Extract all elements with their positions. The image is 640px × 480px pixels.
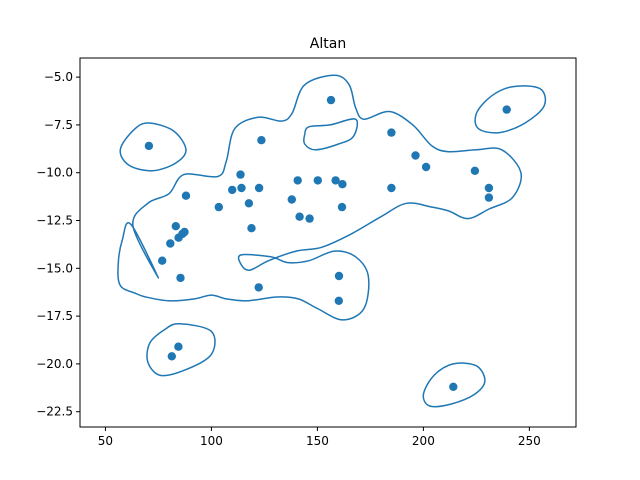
data-point-34: [421, 162, 431, 172]
y-tick-label-0: −5.0: [44, 70, 73, 84]
x-tick-label-4: 250: [518, 434, 541, 448]
data-point-13: [236, 170, 245, 179]
data-point-10: [167, 352, 176, 361]
density-contour-2: [302, 118, 359, 151]
data-point-7: [181, 191, 191, 200]
x-tick-label-0: 50: [98, 434, 113, 448]
data-point-36: [484, 183, 494, 193]
point-layer: [144, 95, 511, 391]
data-point-29: [338, 180, 347, 189]
chart-title: Altan: [310, 36, 346, 52]
y-tick-label-7: −22.5: [36, 405, 73, 419]
y-tick-label-4: −15.0: [36, 261, 73, 275]
data-point-32: [387, 183, 396, 193]
data-point-14: [237, 183, 246, 193]
data-point-33: [411, 151, 420, 160]
plot-frame: [79, 57, 577, 428]
data-point-8: [176, 273, 185, 283]
y-tick-label-2: −10.0: [36, 166, 73, 180]
data-point-23: [305, 214, 314, 223]
data-point-16: [247, 224, 256, 233]
data-point-15: [244, 199, 254, 208]
data-point-19: [254, 283, 263, 292]
density-contour-4: [474, 85, 547, 134]
data-point-11: [214, 202, 223, 212]
data-point-9: [174, 342, 183, 351]
density-contour-3: [146, 323, 216, 377]
y-tick-label-3: −12.5: [36, 214, 73, 228]
axes: 50 100 150 200 250 −5.0 −7.5 −10.0 −12.5 −15.0 −17…: [36, 57, 577, 448]
density-contour-1: [117, 74, 523, 321]
data-point-35: [470, 166, 480, 175]
data-point-31: [387, 128, 396, 137]
y-tick-label-1: −7.5: [44, 118, 73, 132]
data-point-22: [295, 212, 304, 221]
data-point-12: [228, 185, 237, 195]
data-point-30: [337, 202, 347, 212]
x-tick-label-3: 200: [412, 434, 435, 448]
data-point-20: [287, 195, 296, 204]
y-tick-label-5: −17.5: [36, 309, 73, 323]
data-point-3: [171, 222, 180, 231]
density-contour-5: [422, 362, 486, 408]
data-point-6: [180, 227, 189, 237]
data-point-25: [326, 95, 336, 105]
density-contour-0: [119, 122, 187, 172]
data-point-1: [158, 256, 167, 265]
data-point-37: [484, 193, 494, 202]
data-point-26: [331, 176, 340, 185]
y-tick-label-6: −20.0: [36, 357, 73, 371]
contour-layer: [117, 74, 547, 408]
data-point-27: [334, 271, 344, 281]
data-point-0: [144, 141, 154, 151]
data-point-18: [257, 136, 266, 145]
data-point-21: [293, 176, 302, 185]
data-point-17: [254, 183, 264, 193]
data-point-39: [449, 382, 458, 391]
x-tick-label-1: 100: [200, 434, 223, 448]
data-point-2: [166, 239, 175, 248]
data-point-28: [334, 296, 343, 305]
x-tick-label-2: 150: [306, 434, 329, 448]
data-point-38: [502, 105, 511, 114]
data-point-24: [313, 176, 322, 185]
